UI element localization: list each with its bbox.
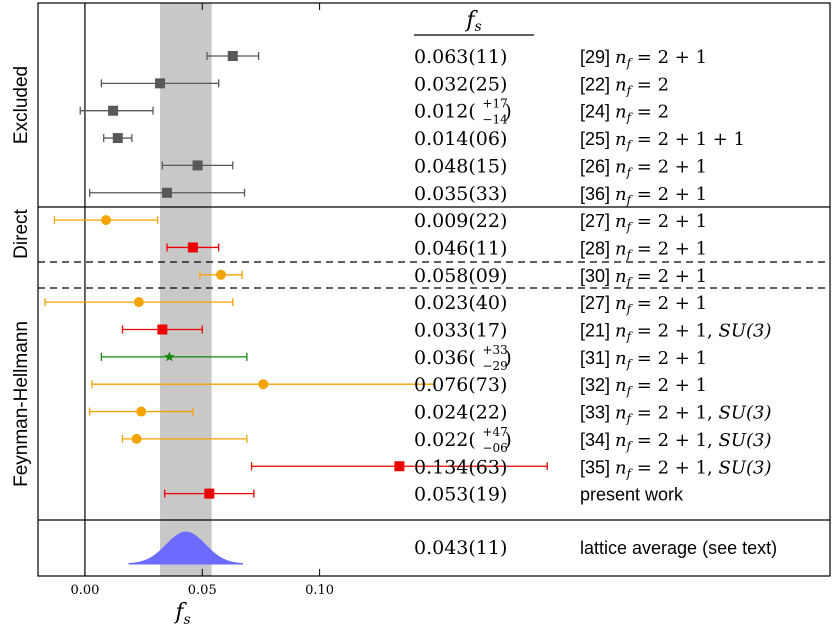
value-text-10: 0.033(17): [414, 320, 507, 342]
data-point-14: [121, 433, 248, 444]
data-point-0: [206, 51, 260, 61]
data-point-10: [121, 324, 203, 335]
data-point-5: [88, 187, 246, 198]
value-close-11: ): [504, 347, 511, 369]
label-text-12: [32] nf = 2 + 1: [580, 375, 707, 398]
square-marker: [162, 187, 173, 198]
square-marker: [157, 324, 168, 335]
value-text-11: 0.036(: [414, 347, 476, 369]
value-text-1: 0.032(25): [414, 73, 507, 95]
x-tick-label-0: 0.00: [70, 583, 99, 598]
label-text-9: [27] nf = 2 + 1: [580, 293, 707, 316]
square-marker: [192, 160, 203, 171]
x-tick-label-2: 0.10: [305, 583, 334, 598]
value-text-7: 0.046(11): [414, 237, 507, 259]
label-text-15: [35] nf = 2 + 1, SU(3): [580, 457, 772, 480]
circle-marker: [216, 269, 227, 280]
value-text-4: 0.048(15): [414, 155, 507, 177]
value-sup-11: +33: [482, 343, 507, 357]
group-label-excluded: Excluded: [11, 66, 32, 144]
average-band-layer: [160, 3, 212, 576]
average-histogram-layer: [128, 531, 244, 565]
data-point-15: [250, 461, 548, 472]
value-text-12: 0.076(73): [414, 374, 507, 396]
label-text-2: [24] nf = 2: [580, 102, 669, 125]
x-tick-label-1: 0.05: [188, 583, 217, 598]
label-text-3: [25] nf = 2 + 1 + 1: [580, 129, 745, 152]
label-text-11: [31] nf = 2 + 1: [580, 348, 707, 371]
label-text-7: [28] nf = 2 + 1: [580, 238, 707, 261]
value-text-16: 0.053(19): [414, 484, 507, 506]
label-text-0: [29] nf = 2 + 1: [580, 47, 707, 70]
average-label-text: lattice average (see text): [580, 538, 777, 558]
square-marker: [187, 242, 198, 253]
x-axis-ticks: 0.00 0.05 0.10: [70, 3, 334, 598]
label-text-5: [36] nf = 2 + 1: [580, 184, 707, 207]
value-sup-2: +17: [482, 97, 507, 111]
value-close-14: ): [504, 429, 511, 451]
value-text-6: 0.009(22): [414, 210, 507, 232]
data-point-3: [103, 133, 133, 144]
label-text-14: [34] nf = 2 + 1, SU(3): [580, 430, 772, 453]
square-marker: [155, 78, 166, 89]
circle-marker: [131, 433, 142, 444]
data-point-11: [100, 351, 248, 362]
average-value-text: 0.043(11): [414, 537, 507, 559]
label-text-16: present work: [580, 485, 684, 505]
value-close-2: ): [504, 101, 511, 123]
value-text-13: 0.024(22): [414, 402, 507, 424]
circle-marker: [133, 297, 144, 308]
square-marker: [112, 133, 123, 144]
data-point-1: [100, 78, 220, 89]
value-sub-11: −29: [482, 359, 507, 373]
label-text-8: [30] nf = 2 + 1: [580, 266, 707, 289]
circle-marker: [101, 215, 112, 226]
average-band: [160, 3, 212, 576]
labels-layer: fs fs Excluded Direct Feynman-Hellmann 0.06…: [11, 8, 777, 628]
data-point-6: [53, 215, 159, 226]
star-marker: [164, 351, 175, 362]
value-text-9: 0.023(40): [414, 292, 507, 314]
square-marker: [204, 488, 215, 499]
data-point-9: [44, 297, 234, 308]
value-text-14: 0.022(: [414, 429, 476, 451]
circle-marker: [136, 406, 147, 417]
group-label-direct: Direct: [11, 208, 32, 258]
value-text-2: 0.012(: [414, 101, 476, 123]
label-text-6: [27] nf = 2 + 1: [580, 211, 707, 234]
data-point-2: [79, 105, 154, 116]
square-marker: [394, 461, 405, 472]
value-sup-14: +47: [482, 425, 507, 439]
axes-frame: [37, 2, 831, 577]
square-marker: [227, 51, 238, 61]
value-text-8: 0.058(09): [414, 265, 507, 287]
x-axis-label: fs: [173, 600, 190, 628]
circle-marker: [258, 379, 269, 390]
value-sub-14: −06: [482, 441, 507, 455]
data-point-13: [88, 406, 194, 417]
data-point-8: [199, 269, 243, 280]
plot-frame: [37, 2, 831, 577]
average-histogram: [128, 531, 244, 565]
data-points-layer: [44, 51, 548, 499]
label-text-13: [33] nf = 2 + 1, SU(3): [580, 403, 772, 426]
column-header: fs: [464, 8, 481, 35]
data-point-12: [91, 379, 436, 390]
value-sub-2: −14: [482, 113, 508, 127]
value-text-0: 0.063(11): [414, 46, 507, 68]
label-text-4: [26] nf = 2 + 1: [580, 156, 707, 179]
label-text-1: [22] nf = 2: [580, 74, 669, 97]
data-point-4: [161, 160, 234, 171]
group-label-feynman-hellmann: Feynman-Hellmann: [11, 321, 32, 487]
value-text-15: 0.134(63): [414, 456, 507, 478]
square-marker: [108, 105, 119, 116]
data-point-7: [166, 242, 220, 253]
data-point-16: [164, 488, 255, 499]
label-text-10: [21] nf = 2 + 1, SU(3): [580, 321, 772, 344]
value-text-3: 0.014(06): [414, 128, 507, 150]
value-text-5: 0.035(33): [414, 183, 507, 205]
